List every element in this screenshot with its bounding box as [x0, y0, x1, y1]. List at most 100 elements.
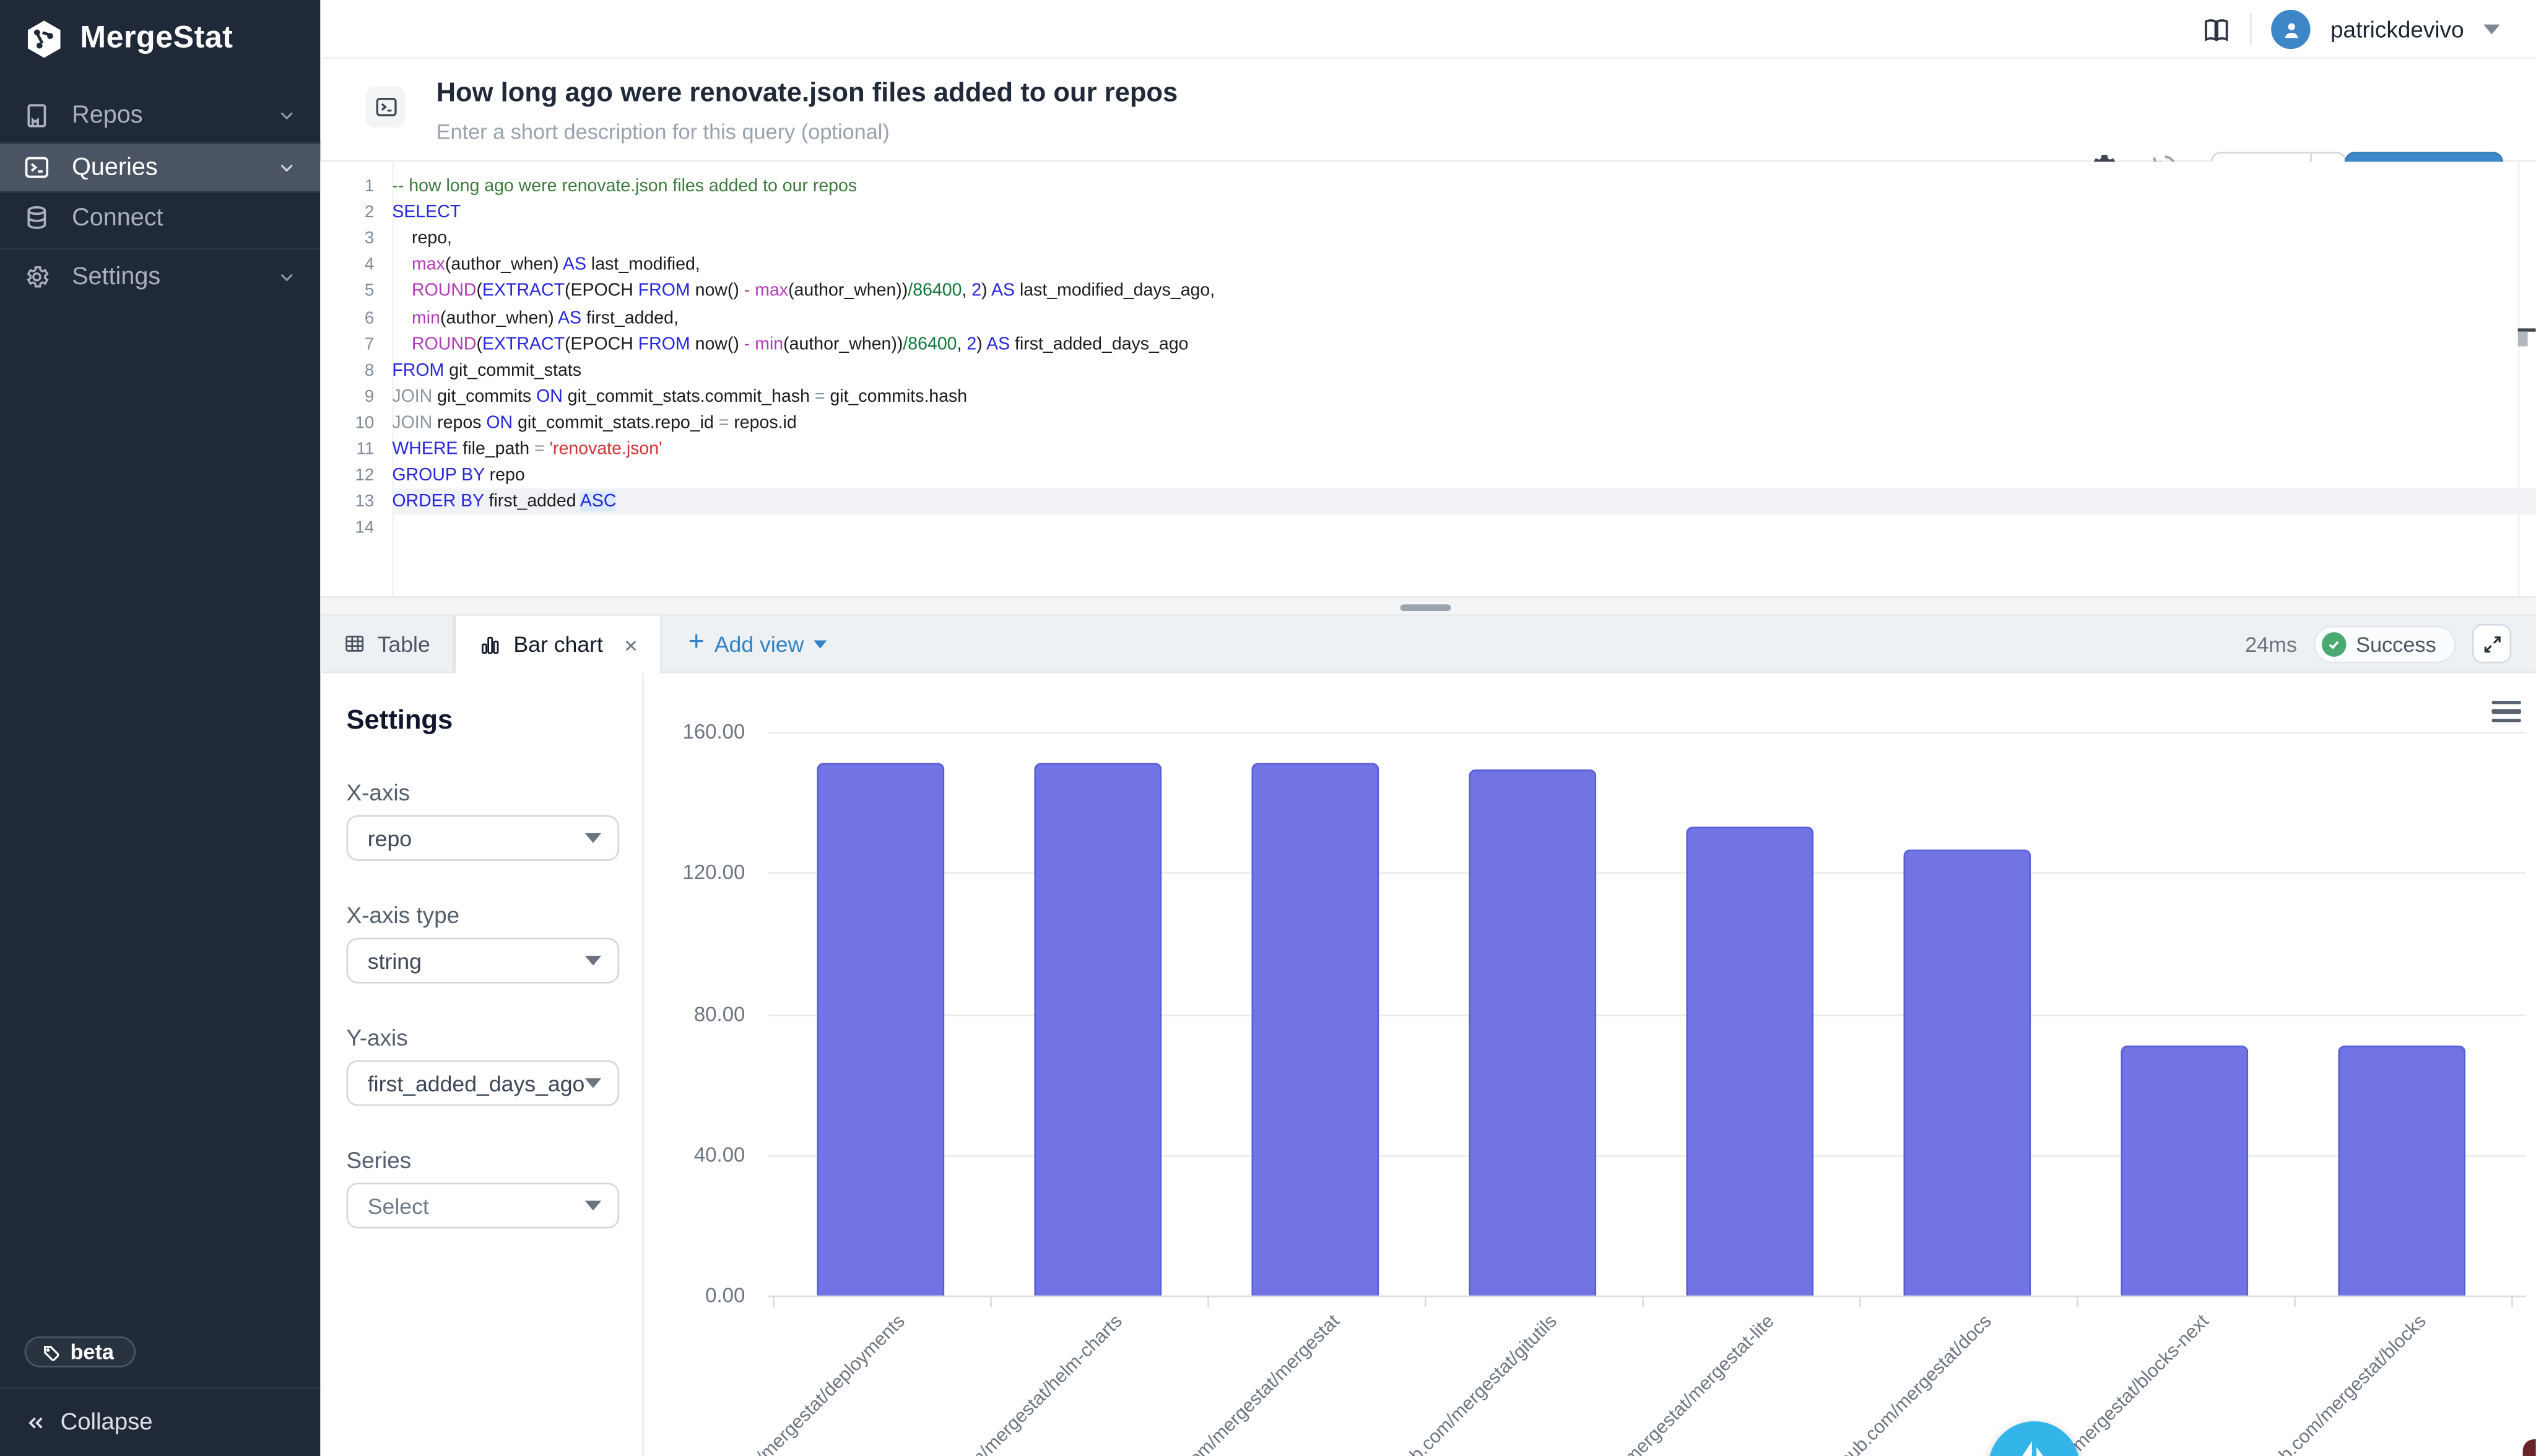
select-x-axis-type[interactable]: string	[346, 937, 620, 984]
results-content: Settings X-axis repo X-axis type string Y-ax…	[320, 673, 2535, 1456]
bar-github.com/mergestat/mergestat[interactable]	[1251, 763, 1379, 1296]
y-axis-tick-label: 160.00	[682, 720, 745, 743]
logo[interactable]: MergeStat	[0, 0, 320, 61]
sailboat-icon	[2022, 1441, 2043, 1456]
x-axis-label: github.com/mergestat/blocks	[2247, 1312, 2431, 1456]
tab-table[interactable]: Table	[320, 615, 455, 672]
double-chevron-left-icon	[28, 1417, 43, 1429]
sidebar-item-settings[interactable]: Settings	[0, 247, 321, 299]
divider	[2250, 13, 2252, 46]
line-number: 11	[356, 439, 375, 459]
plus-icon: +	[688, 625, 705, 657]
editor-scrollbar-track	[2517, 162, 2520, 597]
x-axis-tick	[1206, 1295, 1209, 1307]
drag-handle[interactable]	[1400, 604, 1451, 611]
line-number: 10	[355, 413, 375, 433]
code-line-1[interactable]: 1 -- how long ago were renovate.json file…	[320, 173, 2535, 199]
code-text: min(author_when) AS first_added,	[412, 308, 679, 328]
chevron-down-icon	[276, 105, 297, 126]
status-badge: Success	[2313, 625, 2456, 663]
repo-icon	[23, 102, 51, 129]
tab-label: Table	[377, 631, 430, 656]
line-number: 13	[355, 492, 375, 512]
expand-results-button[interactable]	[2472, 624, 2512, 664]
database-icon	[23, 205, 51, 233]
select-value: Select	[367, 1193, 429, 1218]
code-line-6[interactable]: 6 min(author_when) AS first_added,	[320, 305, 2535, 331]
code-line-13[interactable]: 13 ORDER BY first_added ASC	[320, 488, 2536, 515]
bar-github.com/mergestat/deployments[interactable]	[817, 763, 945, 1296]
sidebar-item-queries[interactable]: Queries	[0, 141, 321, 193]
y-axis-tick-label: 120.00	[682, 861, 745, 885]
sidebar-item-label: Queries	[72, 153, 158, 181]
status-label: Success	[2356, 631, 2436, 656]
table-icon	[343, 632, 366, 655]
code-line-5[interactable]: 5 ROUND(EXTRACT(EPOCH FROM now() - max(a…	[320, 279, 2535, 305]
caret-down-icon	[814, 639, 827, 648]
code-line-2[interactable]: 2 SELECT	[320, 199, 2535, 225]
settings-heading: Settings	[346, 706, 453, 735]
x-axis-tick	[2510, 1295, 2512, 1307]
bar-github.com/mergestat/blocks[interactable]	[2338, 1045, 2466, 1296]
bar-github.com/mergestat/mergestat-lite[interactable]	[1686, 826, 1814, 1296]
code-line-11[interactable]: 11 WHERE file_path = 'renovate.json'	[320, 436, 2535, 462]
bar-chart: 160.00 120.00 80.00 40.00 0.00 github.com/mer…	[644, 673, 2536, 1456]
collapse-label: Collapse	[60, 1410, 153, 1436]
collapse-button[interactable]: Collapse	[0, 1387, 321, 1456]
bar-github.com/mergestat/gitutils[interactable]	[1469, 769, 1597, 1296]
line-number: 2	[364, 202, 375, 223]
code-line-10[interactable]: 10 JOIN repos ON git_commit_stats.repo_id…	[320, 410, 2535, 436]
line-number: 1	[364, 176, 375, 196]
code-line-7[interactable]: 7 ROUND(EXTRACT(EPOCH FROM now() - min(a…	[320, 331, 2535, 357]
add-view-button[interactable]: + Add view	[662, 616, 853, 672]
code-line-12[interactable]: 12 GROUP BY repo	[320, 462, 2535, 488]
editor-scrollbar-thumb[interactable]	[2517, 331, 2528, 347]
chart-menu-icon[interactable]	[2491, 701, 2521, 727]
query-description-placeholder[interactable]: Enter a short description for this query…	[436, 119, 890, 144]
corner-widget[interactable]	[2522, 1439, 2536, 1456]
docs-book-icon[interactable]	[2203, 15, 2231, 43]
x-axis-tick	[2293, 1295, 2295, 1307]
code-text: ROUND(EXTRACT(EPOCH FROM now() - min(aut…	[412, 334, 1189, 354]
select-series[interactable]: Select	[346, 1182, 620, 1229]
bar-github.com/mergestat/blocks-next[interactable]	[2121, 1045, 2249, 1296]
sidebar-item-repos[interactable]: Repos	[0, 90, 320, 141]
terminal-icon	[375, 98, 396, 116]
panel-resize-splitter[interactable]	[320, 596, 2536, 616]
line-number: 14	[355, 518, 375, 538]
select-value: first_added_days_ago	[367, 1070, 585, 1096]
chevron-down-icon	[276, 266, 297, 287]
username[interactable]: patrickdevivo	[2330, 16, 2464, 43]
x-axis-tick	[771, 1295, 774, 1307]
tab-bar-chart[interactable]: Bar chart ×	[454, 615, 662, 674]
bar-github.com/mergestat/helm-charts[interactable]	[1034, 763, 1162, 1296]
x-axis-label: github.com/mergestat/helm-charts	[911, 1312, 1127, 1456]
line-number: 6	[364, 308, 375, 328]
x-axis-label: github.com/mergestat/gitutils	[1378, 1312, 1561, 1456]
user-icon	[2284, 22, 2298, 37]
field-series: Series Select	[346, 1147, 620, 1229]
bar-github.com/mergestat/docs[interactable]	[1903, 849, 2031, 1296]
close-tab-icon[interactable]: ×	[624, 631, 638, 658]
sql-editor[interactable]: 1 -- how long ago were renovate.json file…	[320, 162, 2536, 597]
query-type-badge	[366, 86, 406, 128]
select-y-axis[interactable]: first_added_days_ago	[346, 1060, 620, 1106]
code-line-4[interactable]: 4 max(author_when) AS last_modified,	[320, 252, 2535, 278]
code-text: JOIN repos ON git_commit_stats.repo_id =…	[392, 413, 797, 433]
code-line-8[interactable]: 8 FROM git_commit_stats	[320, 357, 2535, 383]
query-title[interactable]: How long ago were renovate.json files ad…	[436, 78, 1178, 108]
caret-down-icon	[584, 955, 602, 966]
code-text: repo,	[392, 229, 452, 249]
terminal-icon	[23, 153, 51, 181]
gear-icon	[23, 262, 51, 290]
user-menu-caret-icon[interactable]	[2483, 24, 2500, 35]
field-y-axis: Y-axis first_added_days_ago	[346, 1025, 620, 1106]
sidebar-item-connect[interactable]: Connect	[0, 193, 320, 244]
code-line-3[interactable]: 3 repo,	[320, 226, 2535, 252]
code-line-9[interactable]: 9 JOIN git_commits ON git_commit_stats.co…	[320, 384, 2535, 410]
code-text: ORDER BY first_added ASC	[392, 492, 617, 512]
field-label: X-axis	[346, 779, 410, 806]
avatar[interactable]	[2271, 9, 2311, 50]
select-x-axis[interactable]: repo	[346, 815, 620, 861]
code-line-14[interactable]: 14	[320, 515, 2535, 541]
